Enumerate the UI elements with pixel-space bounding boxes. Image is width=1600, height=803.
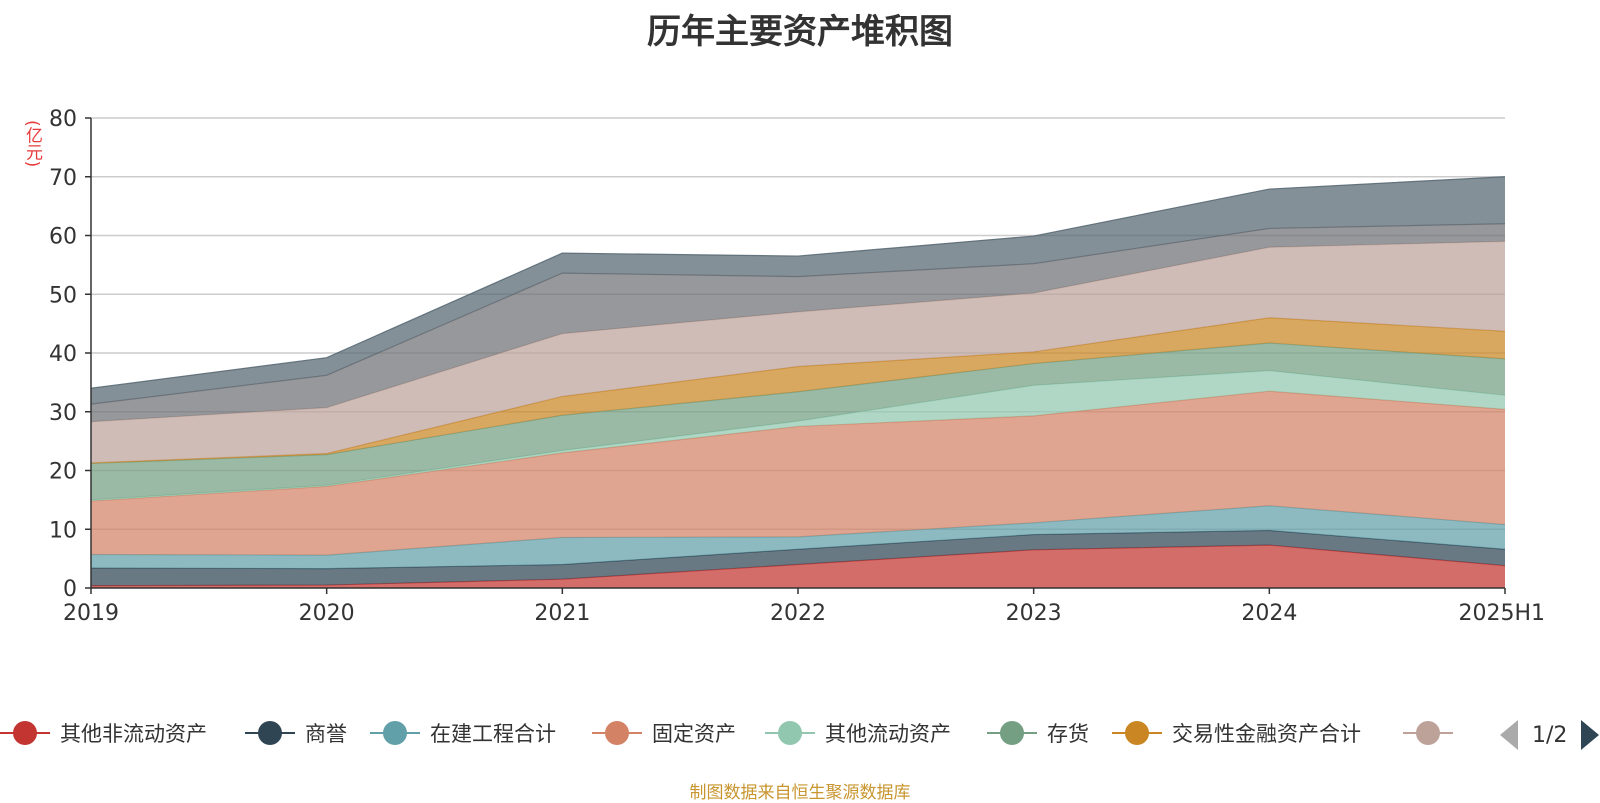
stacked-area-chart: 0 10 20 30 40 50 60 70 80 2019 2020 2021 2022 2023 202… (49, 107, 1545, 626)
legend-symbol-icon (0, 718, 50, 748)
legend-symbol-icon (765, 718, 815, 748)
y-tick-label: 70 (49, 166, 77, 191)
y-tick-label: 80 (49, 107, 77, 132)
legend-symbol-icon (1112, 718, 1162, 748)
legend-item[interactable]: 在建工程合计 (370, 718, 556, 748)
legend-label: 固定资产 (652, 722, 736, 746)
area-series-3[interactable] (91, 391, 1505, 556)
area-series-1[interactable] (91, 530, 1505, 586)
area-series-9[interactable] (91, 176, 1505, 405)
legend-symbol-icon (1403, 718, 1453, 748)
legend-label: 其他流动资产 (825, 722, 951, 746)
legend-symbol-icon (592, 718, 642, 748)
legend-pager: 1/2 (1500, 718, 1600, 752)
legend-symbol-icon (370, 718, 420, 748)
area-series-0[interactable] (91, 545, 1505, 588)
chart-title: 历年主要资产堆积图 (647, 12, 953, 52)
legend-prev-page-icon[interactable] (1500, 720, 1518, 750)
x-tick-label: 2021 (534, 601, 590, 626)
legend-item[interactable]: 存货 (987, 718, 1089, 748)
data-source-note: 制图数据来自恒生聚源数据库 (689, 783, 911, 803)
legend-item[interactable]: 交易性金融资产合计 (1112, 718, 1361, 748)
axes: 0 10 20 30 40 50 60 70 80 2019 2020 2021 2022 2023 202… (49, 107, 1545, 626)
y-tick-label: 60 (49, 225, 77, 250)
area-series-5[interactable] (91, 343, 1505, 500)
legend-item[interactable]: 固定资产 (592, 718, 736, 748)
y-tick-label: 30 (49, 401, 77, 426)
x-tick-label: 2025H1 (1458, 601, 1545, 626)
legend-item[interactable]: 其他非流动资产 (0, 718, 207, 748)
y-tick-label: 0 (63, 577, 77, 602)
legend-symbol-icon (245, 718, 295, 748)
y-tick-label: 50 (49, 283, 77, 308)
legend-page-indicator: 1/2 (1532, 722, 1568, 748)
legend: 其他非流动资产 商誉 在建工程合计 固定资产 其他流动资产 存货 交易性金融资产合计 (0, 718, 1600, 758)
x-tick-label: 2023 (1006, 601, 1062, 626)
area-series[interactable] (90, 176, 1506, 588)
area-series-7[interactable] (91, 241, 1505, 463)
x-tick-label: 2024 (1241, 601, 1297, 626)
legend-item[interactable]: 商誉 (245, 718, 347, 748)
legend-label: 存货 (1047, 722, 1089, 746)
legend-item[interactable]: 其他流动资产 (765, 718, 951, 748)
area-series-6[interactable] (91, 317, 1505, 464)
y-tick-label: 10 (49, 518, 77, 543)
area-series-edge-9 (90, 176, 1506, 389)
legend-symbol-icon (987, 718, 1037, 748)
x-tick-label: 2022 (770, 601, 826, 626)
legend-item[interactable] (1403, 718, 1453, 748)
x-tick-label: 2020 (299, 601, 355, 626)
area-series-8[interactable] (91, 223, 1505, 422)
y-tick-label: 20 (49, 460, 77, 485)
y-axis-unit: (亿元) (22, 120, 42, 168)
legend-label: 在建工程合计 (430, 722, 556, 746)
x-tick-label: 2019 (63, 601, 119, 626)
legend-label: 商誉 (305, 722, 347, 746)
legend-label: 交易性金融资产合计 (1172, 722, 1361, 746)
y-tick-label: 40 (49, 342, 77, 367)
legend-label: 其他非流动资产 (60, 722, 207, 746)
legend-next-page-icon[interactable] (1581, 720, 1600, 750)
